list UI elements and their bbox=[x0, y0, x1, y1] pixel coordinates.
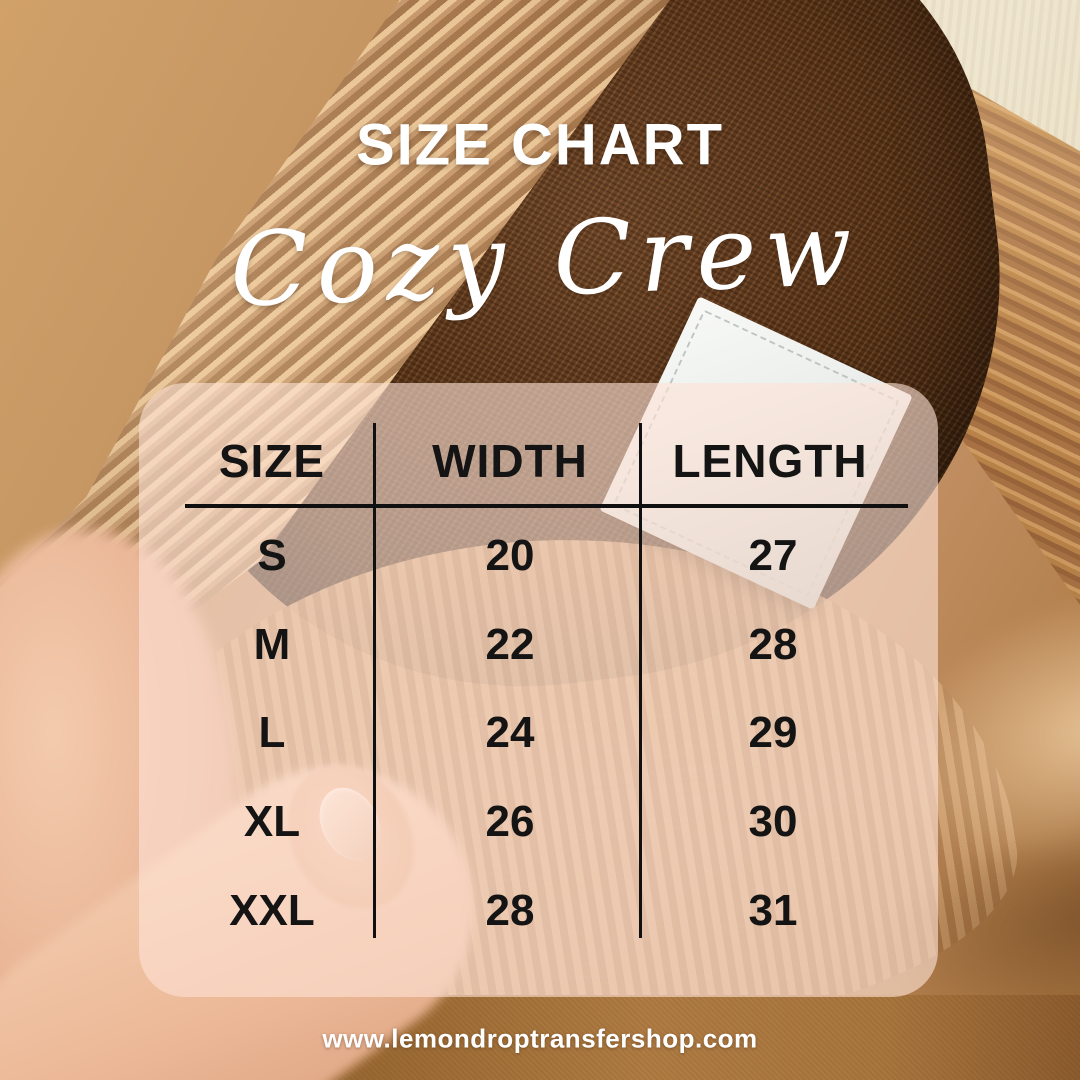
width-value: 24 bbox=[485, 708, 535, 757]
size-label: XL bbox=[243, 797, 301, 846]
size-chart-panel bbox=[139, 383, 938, 997]
length-value: 28 bbox=[748, 620, 798, 669]
length-value: 29 bbox=[748, 708, 798, 757]
width-value: 26 bbox=[485, 797, 535, 846]
width-value: 28 bbox=[485, 886, 535, 935]
size-label: M bbox=[253, 620, 291, 669]
length-value: 27 bbox=[748, 531, 798, 580]
length-value: 30 bbox=[748, 797, 798, 846]
size-label: XXL bbox=[229, 886, 315, 935]
website-url: www.lemondroptransfershop.com bbox=[322, 1023, 758, 1054]
width-value: 20 bbox=[485, 531, 535, 580]
column-header-size: SIZE bbox=[218, 435, 326, 487]
size-label: S bbox=[257, 531, 287, 580]
length-value: 31 bbox=[748, 886, 798, 935]
size-label: L bbox=[258, 708, 286, 757]
page-title: SIZE CHART bbox=[356, 112, 724, 178]
header-underline bbox=[185, 504, 908, 508]
column-header-width: WIDTH bbox=[432, 435, 588, 487]
width-value: 22 bbox=[485, 620, 535, 669]
product-script-name: Cozy Crew bbox=[228, 189, 862, 331]
column-divider-2 bbox=[639, 423, 642, 938]
column-divider-1 bbox=[373, 423, 376, 938]
column-header-length: LENGTH bbox=[672, 435, 868, 487]
